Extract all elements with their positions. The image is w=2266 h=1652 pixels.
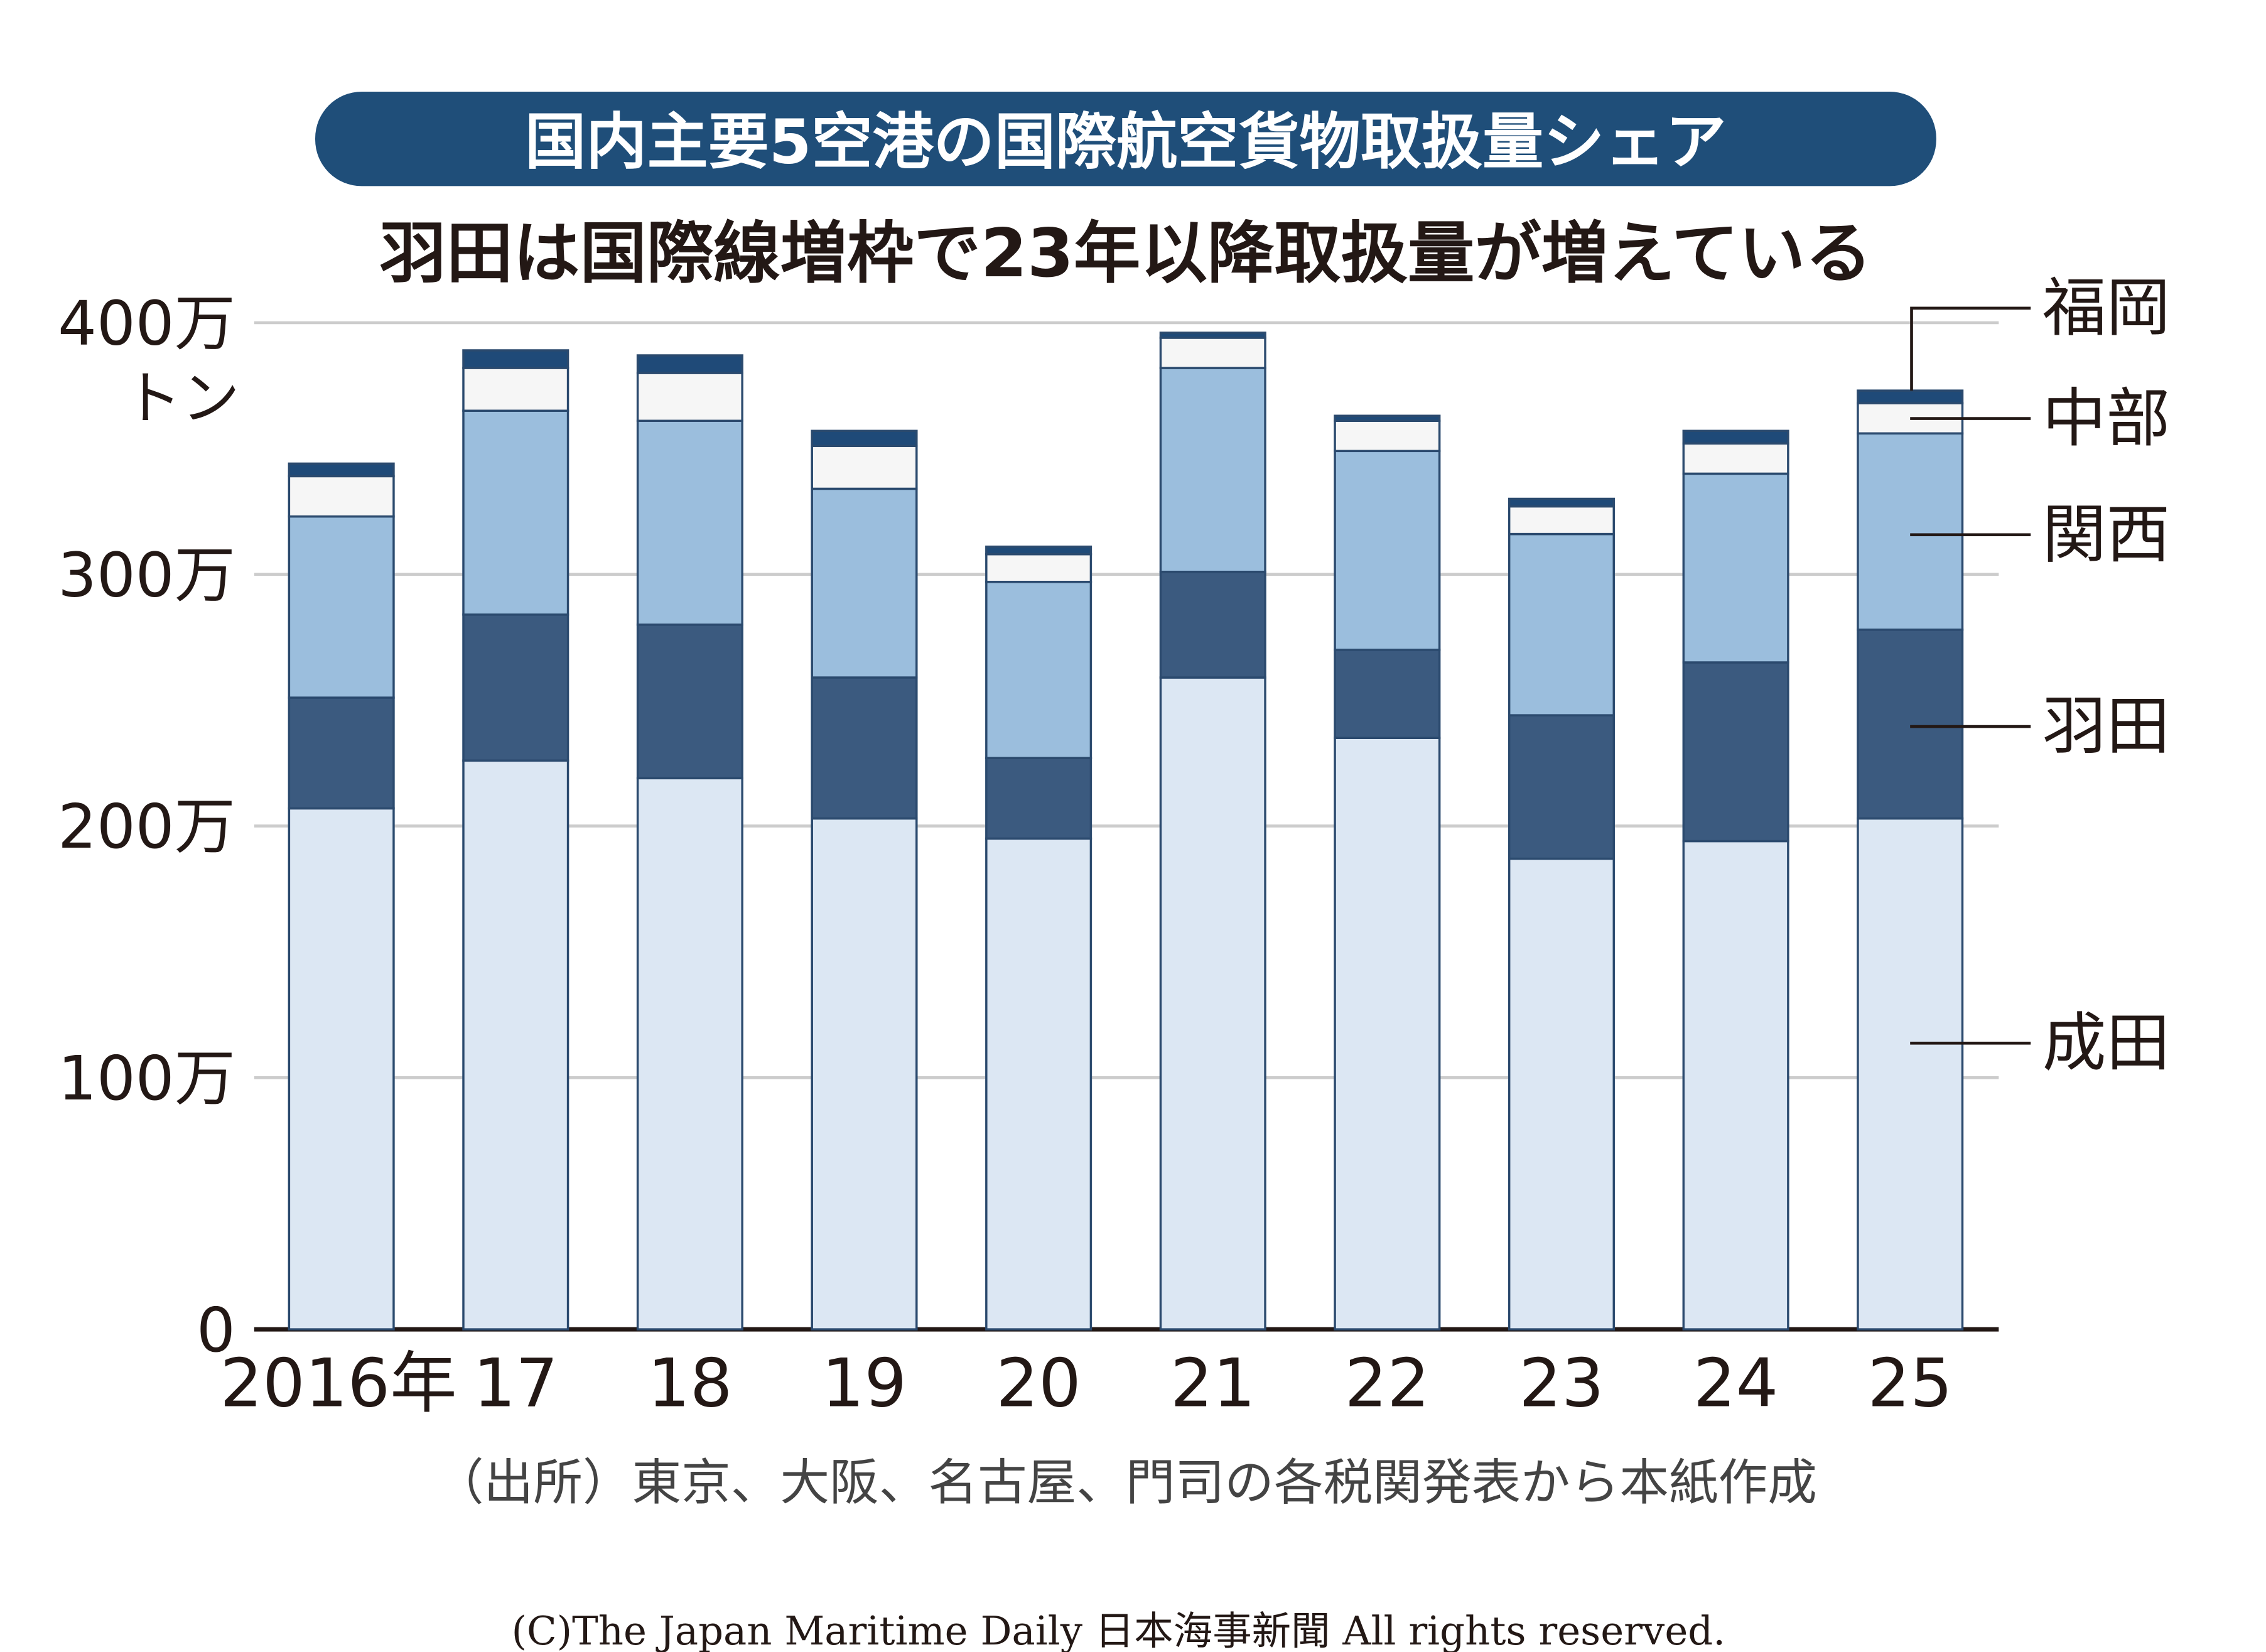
bar-segment-haneda	[1508, 714, 1615, 860]
bar-segment-haneda	[1857, 629, 1964, 820]
x-tick-label: 23	[1519, 1345, 1604, 1423]
bar-segment-kansai	[288, 515, 395, 699]
bar-segment-fukuoka	[811, 429, 918, 448]
title-banner	[315, 92, 1936, 186]
x-tick-label: 25	[1867, 1345, 1952, 1423]
bar-segment-kansai	[1508, 532, 1615, 716]
x-tick-label: 21	[1170, 1345, 1255, 1423]
bar-segment-chubu	[1508, 505, 1615, 536]
bar-segment-fukuoka	[1857, 389, 1964, 404]
bar-segment-narita	[985, 837, 1093, 1331]
bar-segment-haneda	[288, 696, 395, 810]
bar-segment-narita	[636, 777, 743, 1331]
bar-segment-narita	[1682, 839, 1789, 1331]
bar-segment-chubu	[462, 367, 569, 412]
bar-segment-haneda	[985, 757, 1093, 840]
bar-segment-fukuoka	[985, 545, 1093, 556]
legend-label: 成田	[2042, 1007, 2171, 1081]
y-tick-label: 300万	[58, 539, 235, 610]
bar-segment-fukuoka	[1159, 332, 1266, 339]
bar-segment-kansai	[1334, 450, 1441, 651]
copyright: (C)The Japan Maritime Daily 日本海事新聞 All r…	[512, 1608, 1726, 1652]
bar-segment-fukuoka	[1334, 414, 1441, 422]
bar-segment-chubu	[811, 445, 918, 490]
bar-segment-fukuoka	[636, 354, 743, 374]
bar-segment-fukuoka	[288, 462, 395, 478]
bar-segment-narita	[288, 807, 395, 1331]
bar-segment-chubu	[288, 475, 395, 518]
bar-segment-chubu	[1334, 419, 1441, 453]
legend-label: 福岡	[2042, 271, 2171, 345]
bar-segment-kansai	[636, 419, 743, 626]
x-tick-label: 20	[996, 1345, 1081, 1423]
x-tick-label: 22	[1345, 1345, 1430, 1423]
bar-segment-narita	[462, 759, 569, 1331]
bar-segment-chubu	[636, 372, 743, 422]
bar-segment-chubu	[1682, 442, 1789, 475]
legend-leader-line	[1910, 306, 2031, 391]
y-tick-label: 100万	[58, 1043, 235, 1114]
bar-segment-kansai	[1857, 432, 1964, 631]
bar-segment-kansai	[985, 580, 1093, 760]
bar-segment-narita	[811, 817, 918, 1331]
y-axis-unit: トン	[124, 365, 240, 433]
legend-label: 関西	[2042, 498, 2171, 572]
bar-segment-haneda	[1682, 661, 1789, 843]
legend-label: 羽田	[2042, 690, 2171, 764]
chart-banner-text: 国内主要5空港の国際航空貨物取扱量シェア	[525, 106, 1727, 177]
bar-segment-haneda	[636, 624, 743, 780]
x-tick-label: 19	[822, 1345, 907, 1423]
bar-segment-chubu	[1159, 337, 1266, 369]
chart-title: 羽田は国際線増枠で23年以降取扱量が増えている	[379, 215, 1872, 293]
x-tick-label: 18	[647, 1345, 732, 1423]
x-tick-label: 17	[473, 1345, 558, 1423]
bar-segment-haneda	[811, 676, 918, 820]
bar-segment-kansai	[1682, 472, 1789, 664]
bar-segment-fukuoka	[462, 349, 569, 369]
bar-segment-fukuoka	[1682, 429, 1789, 445]
bar-segment-narita	[1334, 737, 1441, 1331]
bar-segment-kansai	[811, 487, 918, 679]
bar-segment-chubu	[985, 553, 1093, 583]
bar-segment-narita	[1159, 676, 1266, 1331]
bar-segment-kansai	[462, 409, 569, 616]
bar-segment-haneda	[462, 613, 569, 762]
x-tick-label: 2016年	[220, 1345, 456, 1423]
bar-segment-narita	[1508, 857, 1615, 1331]
bar-segment-narita	[1857, 817, 1964, 1331]
y-tick-label: 0	[197, 1295, 235, 1366]
y-tick-label: 400万	[58, 288, 235, 359]
y-tick-label: 200万	[58, 791, 235, 862]
bar-segment-fukuoka	[1508, 497, 1615, 508]
bar-segment-haneda	[1159, 570, 1266, 679]
bar-segment-kansai	[1159, 367, 1266, 573]
source-note: （出所）東京、大阪、名古屋、門司の各税関発表から本紙作成	[434, 1454, 1817, 1511]
legend-label: 中部	[2042, 382, 2171, 456]
x-tick-label: 24	[1693, 1345, 1778, 1423]
bar-segment-haneda	[1334, 649, 1441, 739]
